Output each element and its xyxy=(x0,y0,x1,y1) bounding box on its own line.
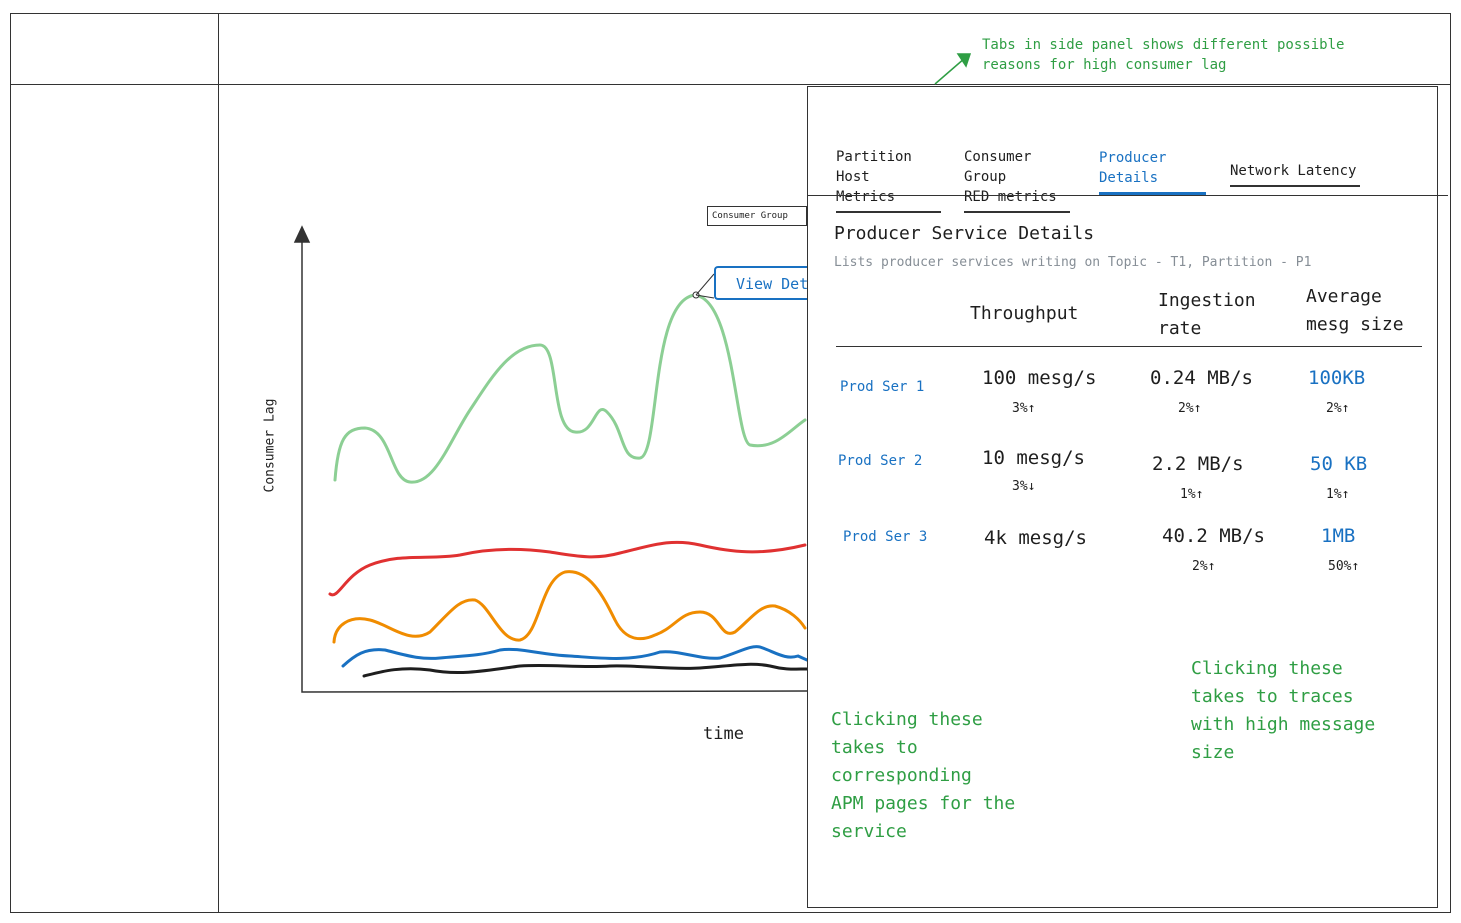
col-ingestion-line2: rate xyxy=(1158,318,1202,339)
apm-note-line: Clicking these xyxy=(831,709,983,730)
traces-note-line: size xyxy=(1191,742,1235,763)
tab-label-line1: Producer xyxy=(1099,150,1167,166)
avg-size-link[interactable]: 1MB xyxy=(1321,525,1356,547)
header-divider xyxy=(10,84,1451,85)
apm-note-line: corresponding xyxy=(831,765,972,786)
series-line-orange xyxy=(332,570,807,644)
ingestion-value: 2.2 MB/s xyxy=(1152,453,1244,475)
x-axis-label: time xyxy=(703,724,744,744)
producer-service-link[interactable]: Prod Ser 3 xyxy=(843,529,928,545)
avg-size-change: 2%↑ xyxy=(1326,401,1350,416)
side-panel: Partition Host Metrics Consumer Group RE… xyxy=(807,86,1448,908)
traces-note-line: takes to traces xyxy=(1191,686,1354,707)
col-average-line2: mesg size xyxy=(1306,314,1404,335)
col-ingestion-rate: Ingestion rate xyxy=(1158,287,1256,343)
col-ingestion-line1: Ingestion xyxy=(1158,290,1256,311)
tab-label-line1: Consumer Group xyxy=(964,149,1032,185)
producer-service-link[interactable]: Prod Ser 2 xyxy=(838,453,923,469)
col-throughput: Throughput xyxy=(970,303,1079,324)
ingestion-change: 2%↑ xyxy=(1192,559,1216,574)
series-line-green xyxy=(333,293,807,484)
series-line-blue xyxy=(341,645,809,668)
traces-note-line: with high message xyxy=(1191,714,1376,735)
apm-note-line: takes to xyxy=(831,737,918,758)
tab-network-latency[interactable]: Network Latency xyxy=(1230,161,1360,187)
y-axis-label: Consumer Lag xyxy=(262,398,278,493)
series-line-black xyxy=(362,662,809,678)
tooltip-title: Consumer Group xyxy=(712,211,788,221)
col-average-mesg-size: Average mesg size xyxy=(1306,283,1404,339)
tabs-divider xyxy=(808,195,1448,196)
app-frame xyxy=(10,13,1451,913)
tabs-note-arrow xyxy=(934,57,966,85)
table-header-divider xyxy=(836,346,1422,347)
tooltip-consumer-group: Consumer Group xyxy=(707,206,807,226)
view-details-label: View Details xyxy=(736,275,807,293)
throughput-change: 3%↑ xyxy=(1012,401,1036,416)
ingestion-change: 2%↑ xyxy=(1178,401,1202,416)
panel-subtitle: Lists producer services writing on Topic… xyxy=(834,255,1312,270)
throughput-value: 4k mesg/s xyxy=(984,527,1087,549)
avg-size-link[interactable]: 50 KB xyxy=(1310,453,1368,475)
tooltip-pointer xyxy=(695,273,715,299)
throughput-value: 10 mesg/s xyxy=(982,447,1085,469)
tab-label-line2: RED metrics xyxy=(964,189,1057,205)
traces-note: Clicking these takes to traces with high… xyxy=(1191,655,1375,767)
tabs-note: Tabs in side panel shows different possi… xyxy=(982,35,1344,75)
chart-axes xyxy=(293,225,808,693)
tab-label-line1: Partition Host xyxy=(836,149,912,185)
tab-label-line1: Network Latency xyxy=(1230,163,1357,179)
traces-note-line: Clicking these xyxy=(1191,658,1343,679)
throughput-value: 100 mesg/s xyxy=(982,367,1097,389)
tab-consumer-group-red-metrics[interactable]: Consumer Group RED metrics xyxy=(964,147,1070,213)
avg-size-link[interactable]: 100KB xyxy=(1308,367,1366,389)
tab-partition-host-metrics[interactable]: Partition Host Metrics xyxy=(836,147,941,213)
apm-note-line: APM pages for the xyxy=(831,793,1016,814)
series-line-red xyxy=(328,540,807,597)
sidebar-divider xyxy=(218,13,219,913)
tabs-note-line2: reasons for high consumer lag xyxy=(982,57,1227,73)
view-details-button[interactable]: View Details xyxy=(714,266,807,300)
apm-note-line: service xyxy=(831,821,907,842)
tabs-note-line1: Tabs in side panel shows different possi… xyxy=(982,37,1345,53)
apm-note: Clicking these takes to corresponding AP… xyxy=(831,706,1015,846)
throughput-change: 3%↓ xyxy=(1012,479,1036,494)
avg-size-change: 50%↑ xyxy=(1328,559,1360,574)
ingestion-change: 1%↑ xyxy=(1180,487,1204,502)
panel-title: Producer Service Details xyxy=(834,223,1095,244)
axis-lines xyxy=(301,235,808,693)
col-average-line1: Average xyxy=(1306,286,1382,307)
tab-label-line2: Details xyxy=(1099,170,1159,186)
avg-size-change: 1%↑ xyxy=(1326,487,1350,502)
producer-service-link[interactable]: Prod Ser 1 xyxy=(840,379,925,395)
tab-producer-details[interactable]: Producer Details xyxy=(1099,148,1206,195)
ingestion-value: 0.24 MB/s xyxy=(1150,367,1253,389)
ingestion-value: 40.2 MB/s xyxy=(1162,525,1265,547)
y-axis-arrow xyxy=(293,225,311,243)
tab-label-line2: Metrics xyxy=(836,189,896,205)
